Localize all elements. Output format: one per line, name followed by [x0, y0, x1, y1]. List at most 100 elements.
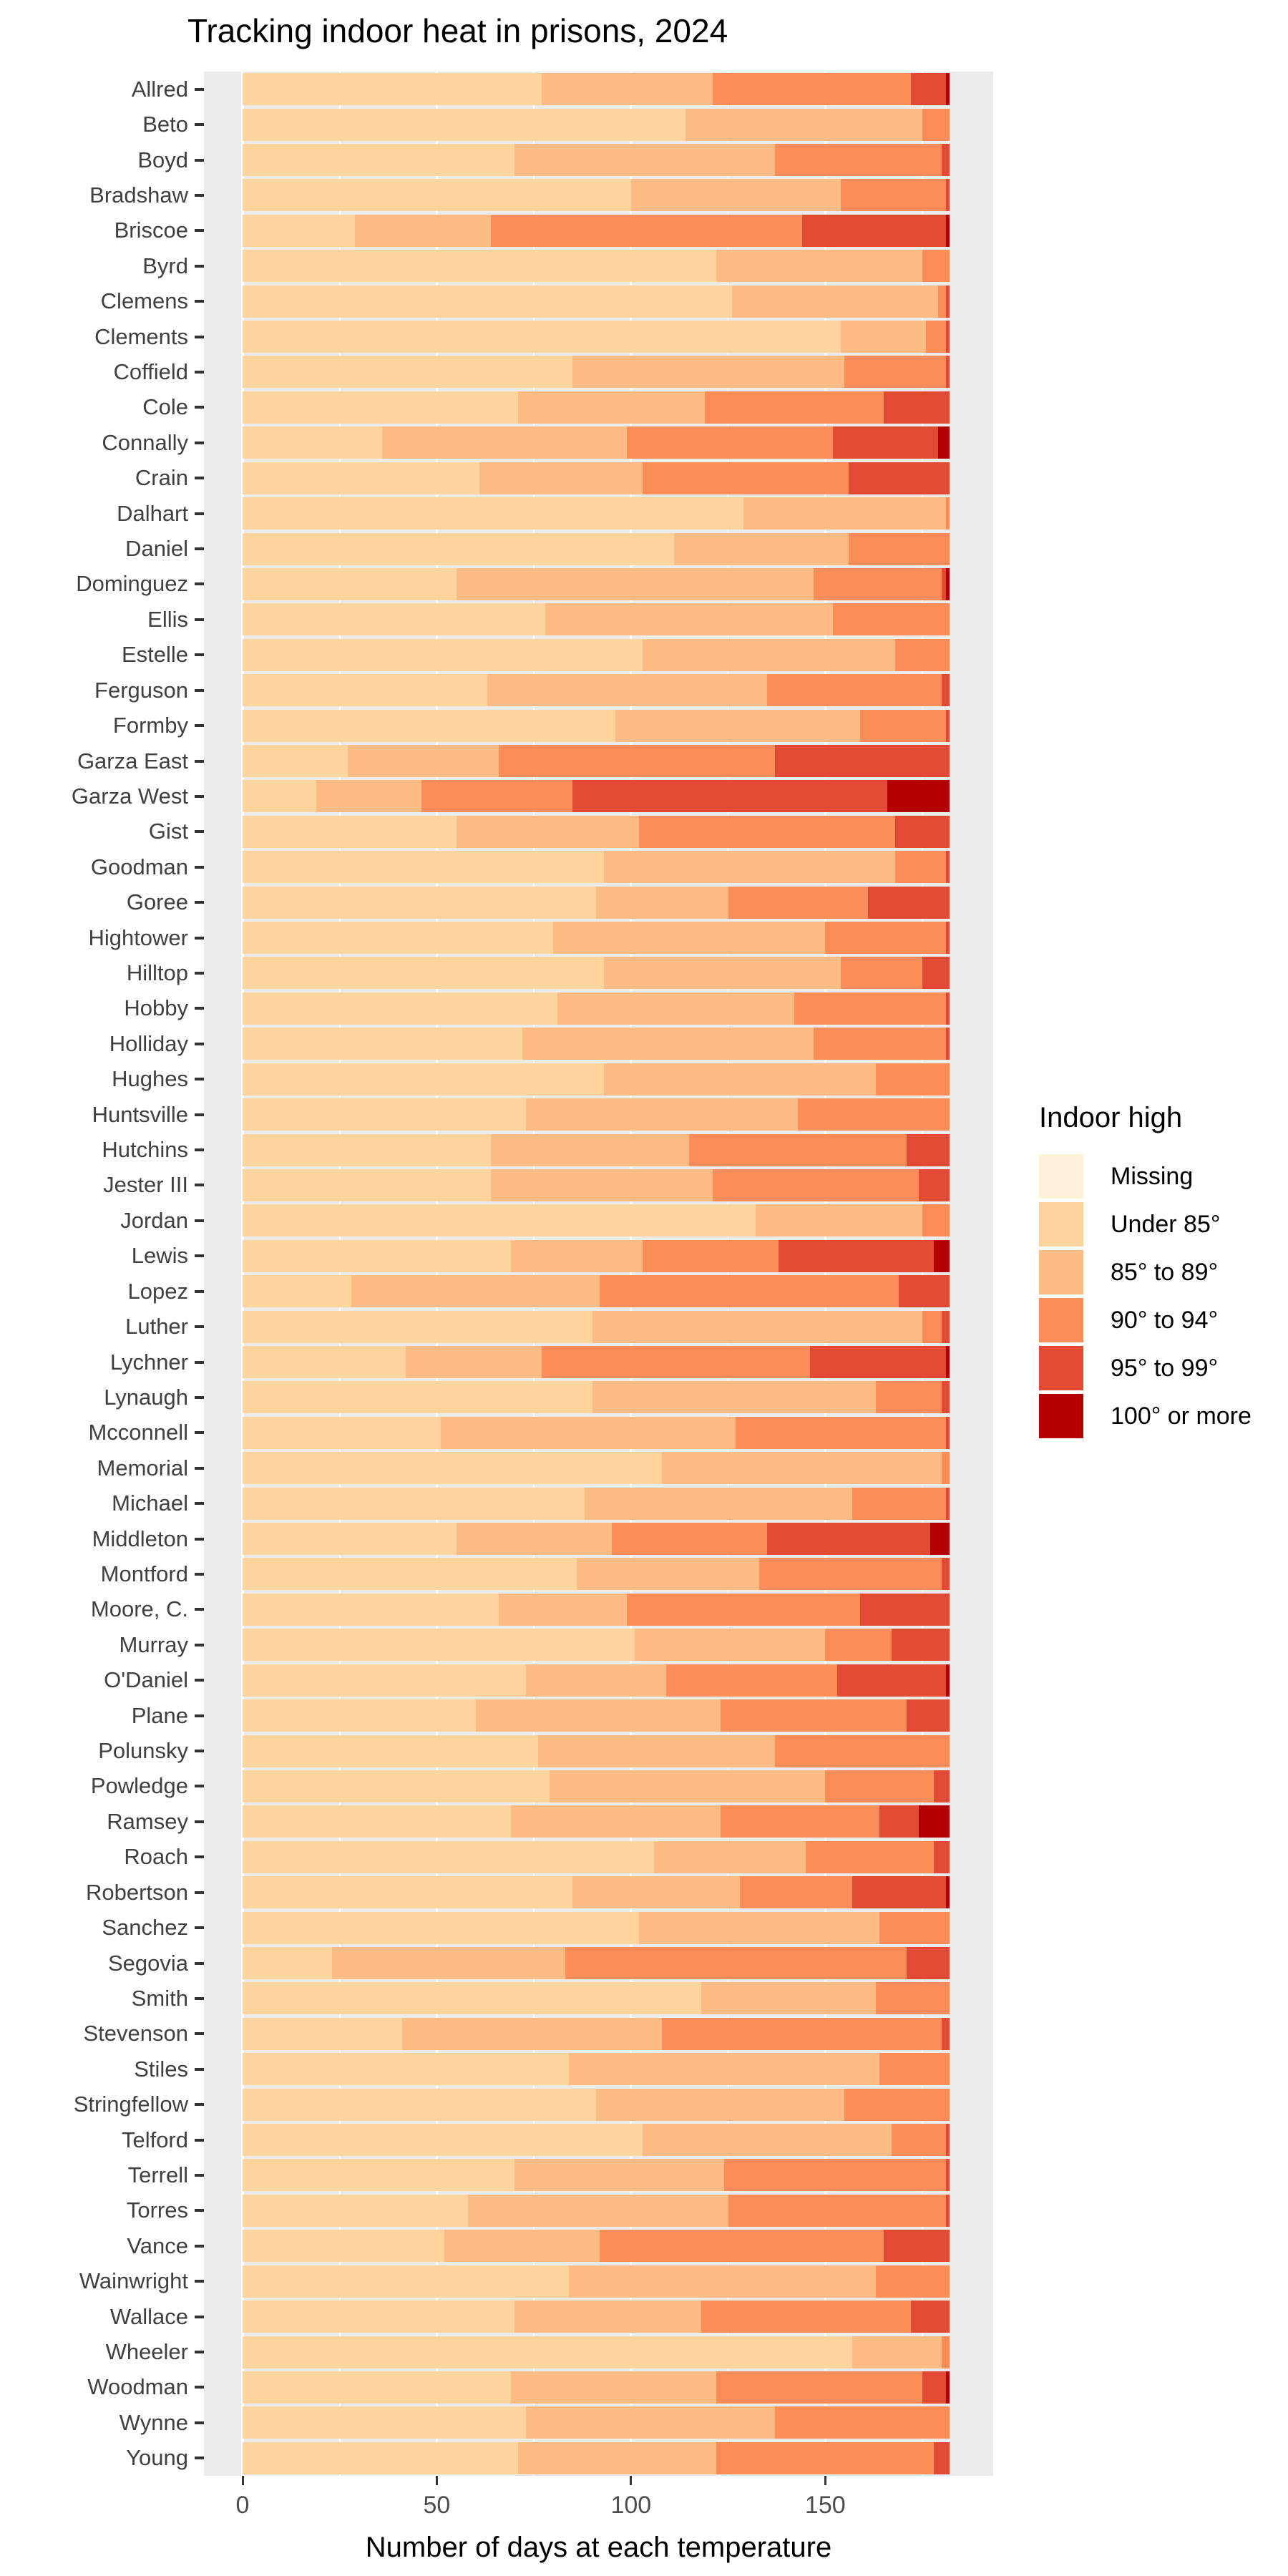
bar-segment-90-to-94 — [728, 2194, 946, 2227]
legend-item-100-plus: 100° or more — [1039, 1394, 1252, 1438]
bar-row-Stringfellow — [204, 2087, 993, 2122]
bar-segment-85-to-89 — [542, 73, 713, 106]
bar-row-Formby — [204, 708, 993, 743]
legend-items: Missing Under 85° 85° to 89° 90° to 94° 95° … — [1039, 1154, 1252, 1438]
y-axis-tick — [195, 406, 204, 409]
legend-label-100-plus: 100° or more — [1111, 1402, 1252, 1430]
bar-segment-90-to-94 — [879, 2053, 950, 2086]
bar-segment-90-to-94 — [600, 2230, 884, 2263]
y-axis-tick — [195, 618, 204, 621]
bar-row-Wallace — [204, 2299, 993, 2334]
y-axis-tick — [195, 1996, 204, 2000]
y-axis-tick — [195, 1714, 204, 1717]
bar-segment-85-to-89 — [732, 285, 938, 318]
bar-segment-90-to-94 — [774, 2406, 950, 2439]
y-label-Allred: Allred — [131, 76, 188, 102]
bar-segment-under-85 — [243, 1876, 573, 1909]
bar-segment-90-to-94 — [491, 214, 802, 247]
stacked-bar — [243, 2017, 950, 2050]
bar-segment-under-85 — [243, 214, 356, 247]
stacked-bar — [243, 1169, 950, 1201]
bar-segment-85-to-89 — [382, 426, 628, 459]
bar-row-Stevenson — [204, 2016, 993, 2051]
y-axis-tick — [195, 477, 204, 480]
stacked-bar — [243, 603, 950, 636]
bar-segment-under-85 — [243, 1982, 701, 2015]
bar-segment-85-to-89 — [355, 214, 492, 247]
bar-segment-90-to-94 — [736, 1416, 946, 1449]
bar-segment-85-to-89 — [569, 2053, 880, 2086]
bar-segment-90-to-94 — [766, 674, 942, 707]
stacked-bar — [243, 321, 950, 353]
bar-row-Boyd — [204, 142, 993, 177]
bar-row-Dominguez — [204, 567, 993, 602]
y-label-row: Bradshaw — [0, 177, 204, 213]
bar-segment-under-85 — [243, 603, 546, 636]
y-axis-tick — [195, 2032, 204, 2036]
bar-segment-85-to-89 — [603, 957, 841, 990]
y-label-Stevenson: Stevenson — [83, 2021, 189, 2046]
stacked-bar — [243, 2159, 950, 2192]
y-label-row: Clements — [0, 319, 204, 354]
bar-segment-95-to-99 — [907, 1947, 950, 1980]
stacked-bar — [243, 1911, 950, 1944]
stacked-bar — [243, 1735, 950, 1767]
y-label-Lopez: Lopez — [127, 1278, 188, 1304]
legend-swatch-100-plus — [1039, 1394, 1083, 1438]
bar-segment-85-to-89 — [467, 2194, 728, 2227]
bar-segment-85-to-89 — [603, 1063, 876, 1096]
bar-segment-under-85 — [243, 1947, 332, 1980]
bar-row-Cole — [204, 390, 993, 425]
stacked-bar — [243, 1947, 950, 1980]
y-label-row: Plane — [0, 1698, 204, 1733]
bar-row-Murray — [204, 1627, 993, 1662]
bar-segment-90-to-94 — [879, 1911, 950, 1944]
bar-segment-under-85 — [243, 285, 732, 318]
bar-segment-85-to-89 — [545, 603, 834, 636]
bar-segment-90-to-94 — [894, 638, 950, 671]
bar-segment-90-to-94 — [844, 2088, 950, 2121]
y-label-Garza West: Garza West — [71, 783, 188, 809]
stacked-bar — [243, 1098, 950, 1131]
bar-segment-95-to-99 — [922, 957, 950, 990]
bar-segment-90-to-94 — [662, 2017, 942, 2050]
x-axis-title: Number of days at each temperature — [365, 2532, 832, 2563]
y-label-row: Lynaugh — [0, 1380, 204, 1415]
stacked-bar — [243, 1593, 950, 1626]
bar-segment-85-to-89 — [592, 1381, 876, 1414]
y-label-Plane: Plane — [131, 1702, 188, 1728]
y-label-row: Huntsville — [0, 1097, 204, 1132]
stacked-bar — [243, 250, 950, 283]
y-axis-tick — [195, 1148, 204, 1152]
bar-segment-85-to-89 — [510, 2371, 717, 2404]
bar-row-Polunsky — [204, 1733, 993, 1768]
bar-segment-under-85 — [243, 2301, 514, 2333]
stacked-bar — [243, 179, 950, 212]
bar-segment-90-to-94 — [891, 2124, 946, 2157]
bar-segment-95-to-99 — [942, 567, 946, 600]
bar-segment-90-to-94 — [774, 144, 942, 177]
y-label-row: Memorial — [0, 1450, 204, 1485]
legend-swatch-under-85 — [1039, 1202, 1083, 1246]
bar-segment-95-to-99 — [934, 1770, 950, 1802]
y-axis-tick — [195, 335, 204, 338]
stacked-bar — [243, 886, 950, 919]
legend-swatch-90-to-94 — [1039, 1298, 1083, 1342]
stacked-bar — [243, 815, 950, 848]
y-label-Hughes: Hughes — [112, 1066, 188, 1092]
bar-row-Terrell — [204, 2157, 993, 2192]
bar-segment-under-85 — [243, 1770, 550, 1802]
bar-row-Robertson — [204, 1875, 993, 1910]
y-label-row: Mcconnell — [0, 1415, 204, 1450]
stacked-bar — [243, 1310, 950, 1343]
bar-segment-100-plus — [945, 73, 950, 106]
bar-segment-85-to-89 — [440, 1416, 736, 1449]
y-axis-tick — [195, 512, 204, 515]
y-label-Stringfellow: Stringfellow — [73, 2092, 188, 2117]
y-label-Michael: Michael — [112, 1491, 188, 1516]
bar-segment-85-to-89 — [572, 1876, 740, 1909]
stacked-bar — [243, 1770, 950, 1802]
bar-row-Segovia — [204, 1946, 993, 1981]
y-label-Clements: Clements — [94, 323, 188, 349]
